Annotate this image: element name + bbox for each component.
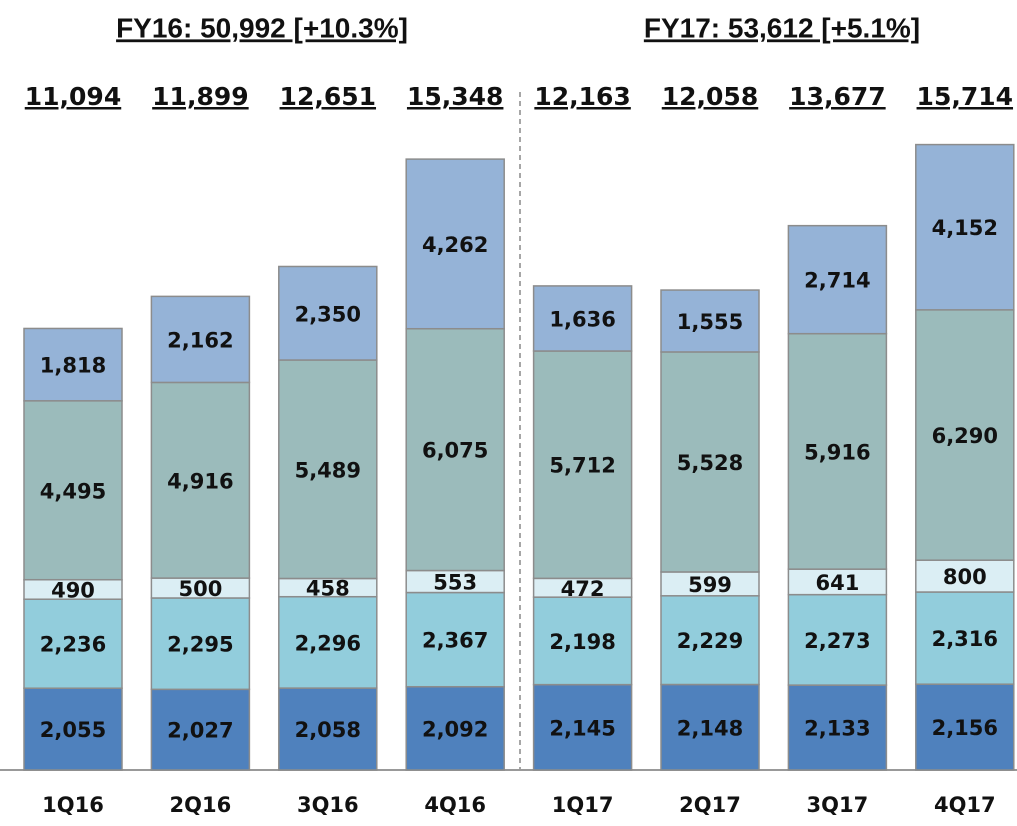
segment-label: 5,489 bbox=[295, 458, 361, 482]
bar-segment bbox=[532, 683, 633, 771]
bar-segment bbox=[660, 289, 760, 353]
x-tick-label: 2Q16 bbox=[170, 793, 232, 817]
segment-label: 2,367 bbox=[422, 629, 488, 653]
segment-label: 2,236 bbox=[40, 633, 106, 657]
bar-segment bbox=[660, 595, 760, 686]
fy16-header: FY16: 50,992 [+10.3%] bbox=[116, 12, 408, 43]
segment-label: 2,273 bbox=[804, 629, 870, 653]
x-tick-label: 4Q16 bbox=[424, 793, 486, 817]
bar-segment bbox=[660, 351, 760, 573]
bar-segment bbox=[915, 309, 1015, 561]
total-label: 12,163 bbox=[534, 82, 630, 111]
segment-label: 2,148 bbox=[677, 716, 743, 740]
segment-label: 2,092 bbox=[422, 717, 488, 741]
segment-label: 4,916 bbox=[167, 469, 233, 493]
bar-segment bbox=[150, 688, 251, 771]
bar-segment bbox=[405, 591, 505, 688]
segment-label: 2,714 bbox=[804, 269, 870, 293]
segment-label: 4,262 bbox=[422, 233, 488, 257]
segment-label: 2,133 bbox=[804, 717, 870, 741]
bar-segment bbox=[150, 381, 251, 579]
bar-segment bbox=[532, 350, 633, 580]
segment-label: 2,229 bbox=[677, 629, 743, 653]
total-label: 12,058 bbox=[662, 82, 758, 111]
bar-segment bbox=[532, 596, 633, 686]
segment-label: 1,818 bbox=[40, 354, 106, 378]
segment-label: 500 bbox=[178, 577, 222, 601]
segment-label: 2,058 bbox=[295, 718, 361, 742]
bar-segment bbox=[405, 158, 505, 330]
bar-segment bbox=[660, 683, 760, 771]
segment-label: 2,055 bbox=[40, 718, 106, 742]
segment-label: 472 bbox=[561, 577, 605, 601]
bar-segment bbox=[150, 597, 251, 691]
bar-segment bbox=[787, 224, 888, 335]
segment-label: 2,198 bbox=[549, 630, 615, 654]
bar-segment bbox=[915, 143, 1015, 311]
segment-label: 2,145 bbox=[549, 716, 615, 740]
total-label: 12,651 bbox=[280, 82, 376, 111]
segment-label: 490 bbox=[51, 578, 95, 602]
segment-label: 2,295 bbox=[167, 633, 233, 657]
segment-label: 2,296 bbox=[295, 631, 361, 655]
segment-label: 800 bbox=[943, 565, 987, 589]
total-label: 11,094 bbox=[25, 82, 121, 111]
fy17-header: FY17: 53,612 [+5.1%] bbox=[644, 12, 920, 43]
bar-segment bbox=[23, 598, 123, 689]
segment-label: 1,555 bbox=[677, 310, 743, 334]
x-tick-label: 2Q17 bbox=[679, 793, 741, 817]
bar-segment bbox=[23, 400, 123, 581]
segment-label: 6,075 bbox=[422, 439, 488, 463]
x-tick-label: 3Q16 bbox=[297, 793, 359, 817]
segment-label: 641 bbox=[815, 571, 859, 595]
segment-label: 4,495 bbox=[40, 479, 106, 503]
total-label: 13,677 bbox=[789, 82, 885, 111]
segment-label: 2,156 bbox=[932, 716, 998, 740]
bar-segment bbox=[278, 359, 378, 580]
segment-label: 2,027 bbox=[167, 719, 233, 743]
bar-segment bbox=[787, 568, 888, 596]
x-tick-label: 3Q17 bbox=[807, 793, 869, 817]
x-tick-label: 1Q16 bbox=[42, 793, 104, 817]
total-label: 15,714 bbox=[917, 82, 1013, 111]
segment-label: 599 bbox=[688, 573, 732, 597]
bar-segment bbox=[787, 684, 888, 771]
segment-label: 5,712 bbox=[549, 454, 615, 478]
segment-label: 5,916 bbox=[804, 440, 870, 464]
bar-segment bbox=[532, 285, 633, 352]
segment-label: 6,290 bbox=[932, 424, 998, 448]
total-label: 11,899 bbox=[152, 82, 248, 111]
segment-label: 553 bbox=[433, 571, 477, 595]
bar-segment bbox=[915, 591, 1015, 685]
bar-segment bbox=[23, 327, 123, 402]
bar-segment bbox=[278, 595, 378, 689]
segment-label: 2,350 bbox=[295, 302, 361, 326]
bar-segment bbox=[915, 683, 1015, 771]
x-tick-label: 4Q17 bbox=[934, 793, 996, 817]
x-tick-label: 1Q17 bbox=[552, 793, 614, 817]
segment-label: 2,316 bbox=[932, 627, 998, 651]
segment-label: 5,528 bbox=[677, 451, 743, 475]
bar-segment bbox=[150, 295, 251, 384]
segment-label: 1,636 bbox=[549, 307, 615, 331]
bar-segment bbox=[405, 327, 505, 572]
segment-label: 2,162 bbox=[167, 328, 233, 352]
segment-label: 4,152 bbox=[932, 216, 998, 240]
bar-segment bbox=[405, 685, 505, 771]
bar-segment bbox=[278, 265, 378, 361]
total-label: 15,348 bbox=[407, 82, 503, 111]
bar-segment bbox=[787, 332, 888, 570]
segment-label: 458 bbox=[306, 577, 350, 601]
